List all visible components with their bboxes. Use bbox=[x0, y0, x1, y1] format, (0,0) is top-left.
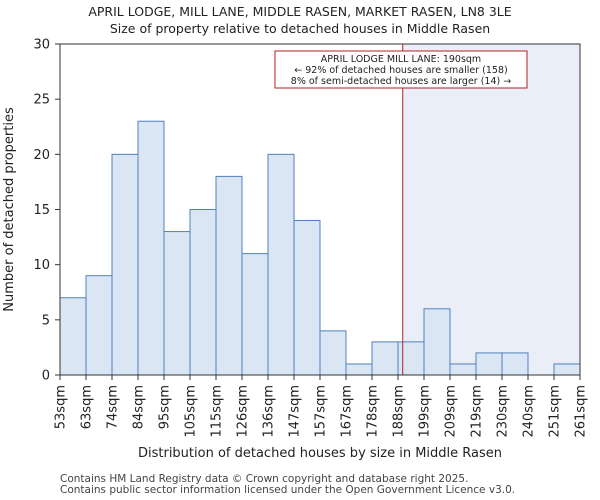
bar-105sqm bbox=[189, 209, 217, 376]
x-tick-label: 147sqm bbox=[288, 385, 303, 438]
y-tick-label: 20 bbox=[33, 148, 50, 163]
bar-84sqm bbox=[137, 120, 165, 376]
bar-136sqm bbox=[267, 153, 295, 376]
x-tick-label: 240sqm bbox=[522, 385, 537, 438]
x-tick-label: 115sqm bbox=[210, 385, 225, 438]
bar-147sqm bbox=[293, 220, 321, 376]
bar-230sqm bbox=[501, 352, 529, 376]
bar-188sqm bbox=[397, 341, 425, 376]
x-tick-label: 126sqm bbox=[236, 385, 251, 438]
x-tick-label: 209sqm bbox=[444, 385, 459, 438]
y-tick-label: 30 bbox=[33, 38, 50, 53]
x-tick-label: 53sqm bbox=[54, 385, 69, 429]
x-tick-label: 84sqm bbox=[132, 385, 147, 429]
chart-subtitle: Size of property relative to detached ho… bbox=[109, 21, 491, 36]
histogram-chart: 0 5 10 15 20 25 30 53sqm 63sqm 74sqm 84sqm 95sqm 105… bbox=[2, 38, 589, 462]
bar-115sqm bbox=[215, 175, 243, 376]
footer-licence: Contains public sector information licen… bbox=[60, 484, 516, 496]
x-tick-label: 199sqm bbox=[418, 385, 433, 438]
x-tick-label: 251sqm bbox=[548, 385, 563, 438]
x-tick-label: 105sqm bbox=[184, 385, 199, 438]
bar-219sqm bbox=[475, 352, 503, 376]
bar-251sqm bbox=[553, 363, 581, 376]
bar-95sqm bbox=[163, 231, 191, 376]
x-tick-label: 74sqm bbox=[106, 385, 121, 429]
bar-178sqm bbox=[371, 341, 399, 376]
y-tick-label: 25 bbox=[33, 93, 50, 108]
bar-209sqm bbox=[449, 363, 477, 376]
x-tick-label: 219sqm bbox=[470, 385, 485, 438]
bar-74sqm bbox=[111, 153, 139, 376]
bar-63sqm bbox=[85, 275, 113, 376]
bar-157sqm bbox=[319, 330, 347, 376]
bar-167sqm bbox=[345, 363, 373, 376]
x-tick-label: 136sqm bbox=[262, 385, 277, 438]
annotation-box bbox=[274, 50, 528, 89]
y-tick-label: 15 bbox=[33, 203, 50, 218]
bar-53sqm bbox=[59, 297, 87, 376]
annotation-line-2: ← 92% of detached houses are smaller (15… bbox=[294, 65, 507, 76]
bar-199sqm bbox=[423, 308, 451, 376]
y-tick-label: 10 bbox=[33, 258, 50, 273]
y-tick-label: 0 bbox=[42, 369, 50, 384]
x-tick-label: 167sqm bbox=[340, 385, 355, 438]
x-tick-label: 178sqm bbox=[366, 385, 381, 438]
bar-126sqm bbox=[241, 253, 269, 376]
annotation-line-1: APRIL LODGE MILL LANE: 190sqm bbox=[321, 54, 481, 65]
y-axis-label: Number of detached properties bbox=[2, 107, 17, 312]
y-tick-label: 5 bbox=[42, 313, 50, 328]
x-tick-label: 63sqm bbox=[80, 385, 95, 429]
x-axis-label: Distribution of detached houses by size … bbox=[138, 446, 502, 461]
chart-title: APRIL LODGE, MILL LANE, MIDDLE RASEN, MA… bbox=[88, 4, 512, 19]
x-tick-label: 261sqm bbox=[574, 385, 589, 438]
x-tick-label: 188sqm bbox=[392, 385, 407, 438]
annotation-line-3: 8% of semi-detached houses are larger (1… bbox=[291, 76, 511, 87]
footer-copyright: Contains HM Land Registry data © Crown c… bbox=[60, 473, 469, 485]
x-tick-label: 95sqm bbox=[158, 385, 173, 429]
x-tick-label: 230sqm bbox=[496, 385, 511, 438]
x-tick-label: 157sqm bbox=[314, 385, 329, 438]
